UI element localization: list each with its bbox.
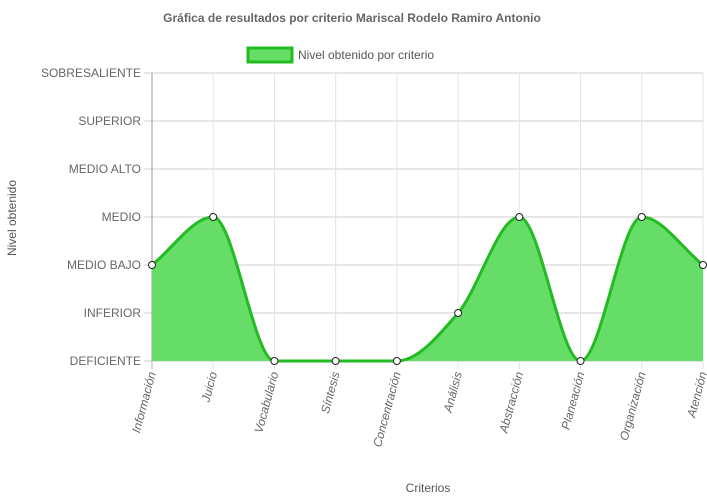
data-point[interactable] xyxy=(209,213,218,221)
y-tick-label: DEFICIENTE xyxy=(70,354,141,368)
data-point[interactable] xyxy=(392,357,401,365)
x-tick-label: Análisis xyxy=(441,370,465,415)
x-tick-label: Vocabulario xyxy=(252,370,282,435)
x-tick-label: Atención xyxy=(684,370,707,420)
x-tick-label: Abstracción xyxy=(496,370,526,435)
y-axis-title: Nivel obtenido xyxy=(5,180,19,256)
x-tick-label: Organización xyxy=(617,370,649,442)
data-point[interactable] xyxy=(454,309,463,317)
legend[interactable]: Nivel obtenido por criterio xyxy=(246,46,434,64)
x-tick-label: Concentración xyxy=(370,370,404,449)
y-tick-label: MEDIO ALTO xyxy=(69,162,141,176)
y-tick-label: MEDIO BAJO xyxy=(67,258,141,272)
data-point[interactable] xyxy=(515,213,524,221)
data-point[interactable] xyxy=(576,357,585,365)
y-tick-label: MEDIO xyxy=(102,210,141,224)
data-point[interactable] xyxy=(331,357,340,365)
series-area xyxy=(152,217,703,361)
data-point[interactable] xyxy=(148,261,156,269)
x-tick-label: Juicio xyxy=(198,370,220,405)
legend-label: Nivel obtenido por criterio xyxy=(298,48,434,62)
data-points xyxy=(148,213,707,365)
data-point[interactable] xyxy=(637,213,646,221)
x-tick-label: Información xyxy=(129,370,159,434)
y-tick-label: INFERIOR xyxy=(84,306,142,320)
y-tick-label: SUPERIOR xyxy=(78,114,141,128)
y-axis-ticks: DEFICIENTE INFERIOR MEDIO BAJO MEDIO MEDIO A… xyxy=(41,66,141,368)
x-axis-ticks: Información Juicio Vocabulario Síntesis Conc… xyxy=(129,370,707,449)
x-axis-title: Criterios xyxy=(406,481,451,495)
x-tick-label: Planeación xyxy=(559,370,588,431)
chart-title: Gráfica de resultados por criterio Maris… xyxy=(163,11,541,25)
data-point[interactable] xyxy=(270,357,279,365)
legend-swatch xyxy=(246,46,294,64)
x-tick-label: Síntesis xyxy=(318,370,343,415)
data-point[interactable] xyxy=(699,261,707,269)
y-tick-label: SOBRESALIENTE xyxy=(41,66,141,80)
